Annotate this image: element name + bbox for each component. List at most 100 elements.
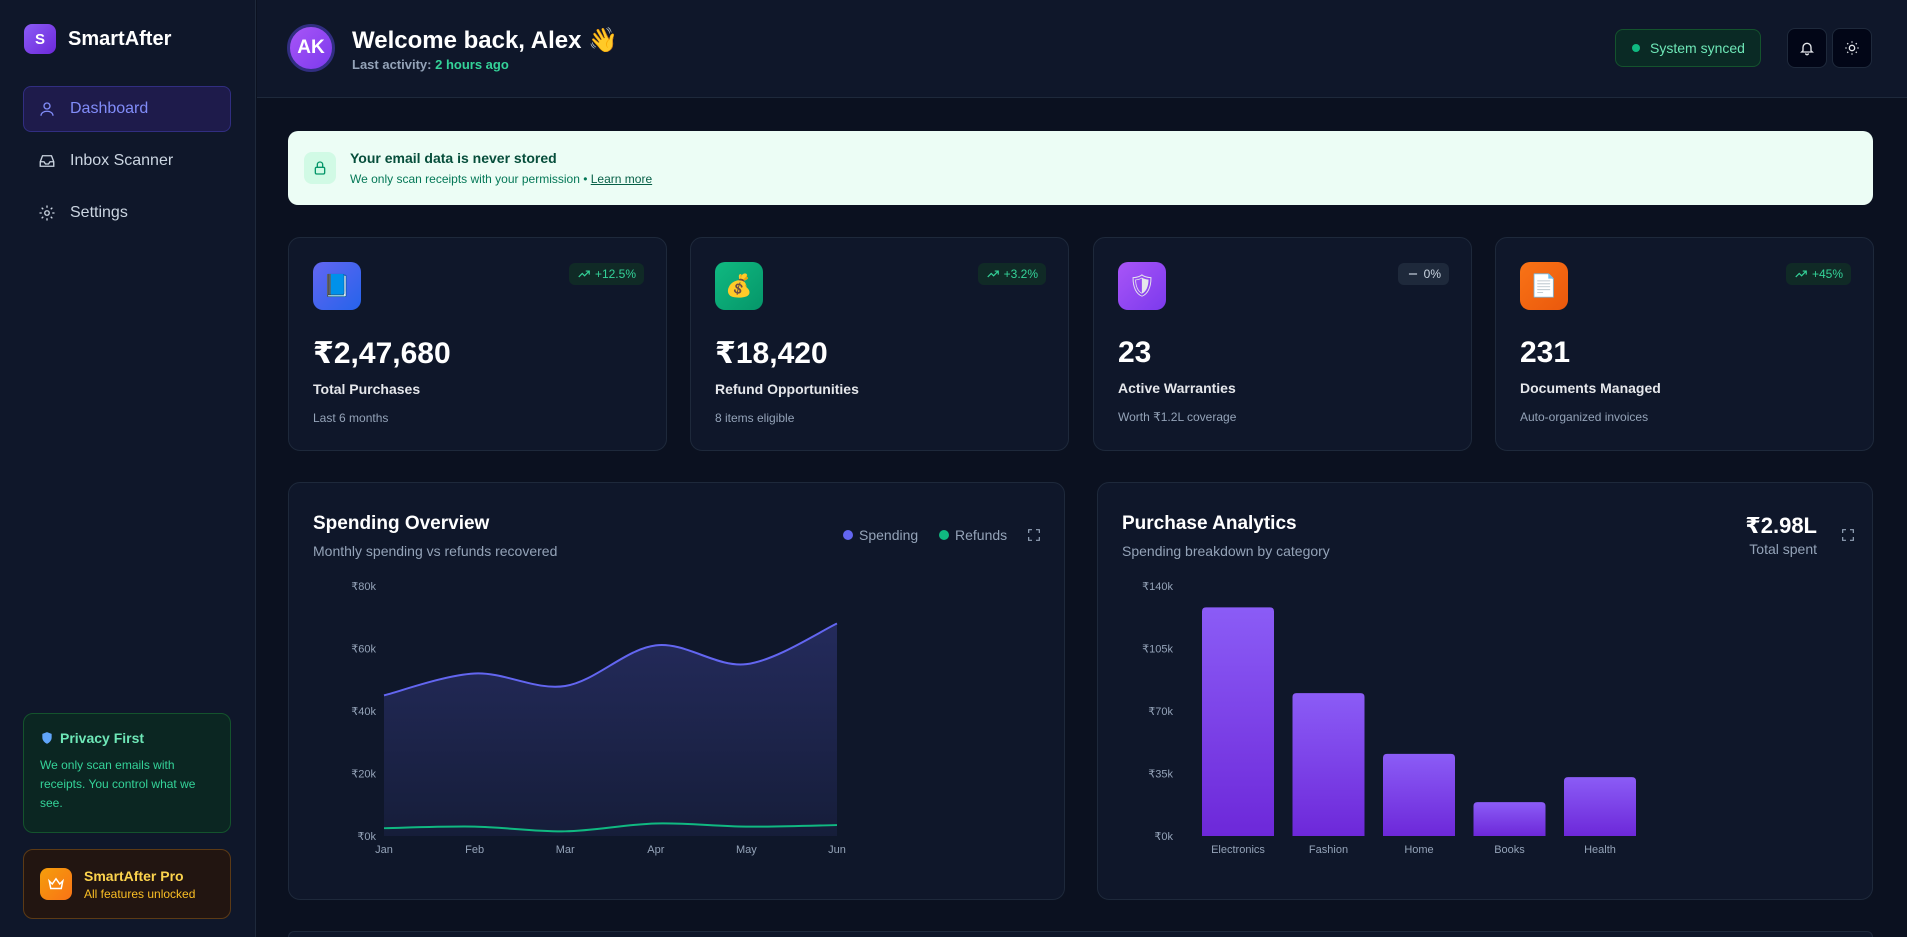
x-tick-label: Home bbox=[1404, 844, 1433, 856]
legend-spending[interactable]: Spending bbox=[843, 527, 918, 543]
last-activity-label: Last activity: bbox=[352, 57, 432, 72]
x-tick-label: Jun bbox=[828, 844, 846, 856]
stat-card-active-warranties[interactable]: 🛡 0% 23 Active Warranties Worth ₹1.2L co… bbox=[1093, 237, 1472, 451]
total-label: Total spent bbox=[1749, 541, 1817, 557]
stat-label: Total Purchases bbox=[313, 381, 421, 397]
pro-subtitle: All features unlocked bbox=[84, 886, 196, 901]
trend-badge: +45% bbox=[1785, 263, 1851, 285]
banner-title: Your email data is never stored bbox=[350, 150, 557, 166]
page-title: Welcome back, Alex 👋 bbox=[352, 27, 618, 54]
brand-name: SmartAfter bbox=[68, 27, 172, 50]
bar-books bbox=[1473, 802, 1546, 836]
x-tick-label: Jan bbox=[375, 844, 393, 856]
stat-value: ₹18,420 bbox=[715, 337, 828, 370]
bar-electronics bbox=[1202, 607, 1274, 836]
trend-up-icon bbox=[578, 270, 590, 278]
x-tick-label: Health bbox=[1584, 844, 1616, 856]
stat-sub: Auto-organized invoices bbox=[1520, 410, 1649, 424]
stat-card-documents-managed[interactable]: 📄 +45% 231 Documents Managed Auto-organi… bbox=[1495, 237, 1874, 451]
sidebar-item-label: Settings bbox=[70, 204, 128, 221]
trend-up-icon bbox=[986, 270, 999, 278]
brand[interactable]: S SmartAfter bbox=[24, 24, 171, 54]
y-tick-label: ₹60k bbox=[351, 644, 376, 656]
x-tick-label: Fashion bbox=[1309, 844, 1348, 856]
stat-sub: 8 items eligible bbox=[715, 411, 795, 425]
lock-icon bbox=[304, 152, 336, 184]
minus-icon bbox=[1408, 273, 1417, 275]
sidebar-item-label: Dashboard bbox=[70, 100, 149, 117]
crown-icon bbox=[40, 868, 72, 900]
book-icon: 📘 bbox=[313, 262, 361, 310]
chart-title: Purchase Analytics bbox=[1122, 513, 1297, 534]
avatar[interactable]: AK bbox=[287, 24, 335, 72]
spending-overview-card: ₹0k ₹20k ₹40k ₹60k ₹80k Jan Feb Mar Apr May Jun Sp… bbox=[288, 482, 1065, 900]
user-icon bbox=[40, 102, 54, 116]
shield-icon bbox=[42, 732, 52, 744]
y-tick-label: ₹70k bbox=[1148, 706, 1173, 718]
inbox-icon bbox=[39, 155, 55, 167]
y-tick-label: ₹105k bbox=[1142, 644, 1173, 656]
x-tick-label: Apr bbox=[647, 844, 664, 856]
sidebar-item-label: Inbox Scanner bbox=[70, 152, 174, 169]
top-header: AK Welcome back, Alex 👋 Last activity: 2… bbox=[257, 0, 1907, 98]
y-tick-label: ₹35k bbox=[1148, 769, 1173, 781]
privacy-banner: Your email data is never stored We only … bbox=[288, 131, 1873, 205]
pro-card[interactable]: SmartAfter Pro All features unlocked bbox=[23, 849, 231, 919]
sync-status-text: System synced bbox=[1650, 40, 1745, 56]
money-bag-icon: 💰 bbox=[715, 262, 763, 310]
legend-label: Refunds bbox=[955, 527, 1008, 543]
y-tick-label: ₹80k bbox=[351, 581, 376, 593]
stat-card-total-purchases[interactable]: 📘 +12.5% ₹2,47,680 Total Purchases Last … bbox=[288, 237, 667, 451]
expand-icon[interactable] bbox=[1840, 527, 1856, 543]
trend-value: +45% bbox=[1811, 267, 1843, 281]
trend-badge: 0% bbox=[1397, 263, 1449, 285]
total-value: ₹2.98L bbox=[1745, 513, 1817, 538]
document-icon: 📄 bbox=[1520, 262, 1568, 310]
banner-text: We only scan receipts with your permissi… bbox=[350, 172, 652, 186]
sidebar-item-inbox-scanner[interactable]: Inbox Scanner bbox=[23, 138, 231, 184]
y-tick-label: ₹40k bbox=[351, 706, 376, 718]
notifications-button[interactable] bbox=[1787, 28, 1827, 68]
theme-toggle-button[interactable] bbox=[1832, 28, 1872, 68]
stat-card-refund-opportunities[interactable]: 💰 +3.2% ₹18,420 Refund Opportunities 8 i… bbox=[690, 237, 1069, 451]
bar-fashion bbox=[1292, 693, 1365, 836]
bar-home bbox=[1383, 753, 1455, 836]
y-tick-label: ₹0k bbox=[1154, 831, 1173, 843]
spending-chart: ₹0k ₹20k ₹40k ₹60k ₹80k Jan Feb Mar Apr May Jun bbox=[351, 581, 846, 856]
chart-subtitle: Monthly spending vs refunds recovered bbox=[313, 543, 558, 559]
sidebar-item-settings[interactable]: Settings bbox=[23, 190, 231, 236]
legend-refunds[interactable]: Refunds bbox=[939, 527, 1007, 543]
stat-value: 231 bbox=[1520, 336, 1571, 369]
legend-dot-icon bbox=[939, 530, 949, 540]
shield-icon: 🛡 bbox=[1118, 262, 1166, 310]
sidebar-item-dashboard[interactable]: Dashboard bbox=[23, 86, 231, 132]
stat-value: ₹2,47,680 bbox=[313, 337, 451, 370]
spending-area bbox=[384, 623, 837, 836]
total-spent: ₹2.98L Total spent bbox=[1745, 513, 1817, 557]
sun-icon bbox=[1845, 41, 1859, 55]
stat-label: Active Warranties bbox=[1118, 380, 1236, 396]
trend-value: +3.2% bbox=[1003, 267, 1038, 281]
stat-sub: Last 6 months bbox=[313, 411, 389, 425]
expand-icon[interactable] bbox=[1026, 527, 1042, 543]
privacy-card: Privacy First We only scan emails with r… bbox=[23, 713, 231, 833]
learn-more-link[interactable]: Learn more bbox=[590, 172, 653, 186]
chart-title: Spending Overview bbox=[313, 513, 490, 534]
legend-label: Spending bbox=[859, 527, 919, 543]
trend-badge: +12.5% bbox=[568, 263, 644, 285]
privacy-title: Privacy First bbox=[60, 730, 145, 746]
purchase-analytics-card: ₹0k ₹35k ₹70k ₹105k ₹140k Electronics Fashion H… bbox=[1097, 482, 1873, 900]
x-tick-label: May bbox=[736, 844, 757, 856]
sidebar: S SmartAfter Dashboard Inbox Scanner Set… bbox=[0, 0, 256, 937]
privacy-title-row: Privacy First bbox=[40, 730, 214, 746]
gear-icon bbox=[39, 205, 55, 221]
next-card-edge bbox=[288, 931, 1873, 937]
stat-sub: Worth ₹1.2L coverage bbox=[1118, 410, 1237, 424]
bar-health bbox=[1564, 777, 1636, 836]
last-activity: Last activity: 2 hours ago bbox=[352, 57, 509, 72]
trend-up-icon bbox=[1795, 270, 1807, 278]
chart-subtitle: Spending breakdown by category bbox=[1122, 543, 1330, 559]
stat-label: Refund Opportunities bbox=[715, 381, 859, 397]
y-tick-label: ₹140k bbox=[1142, 581, 1173, 593]
legend-dot-icon bbox=[843, 530, 853, 540]
